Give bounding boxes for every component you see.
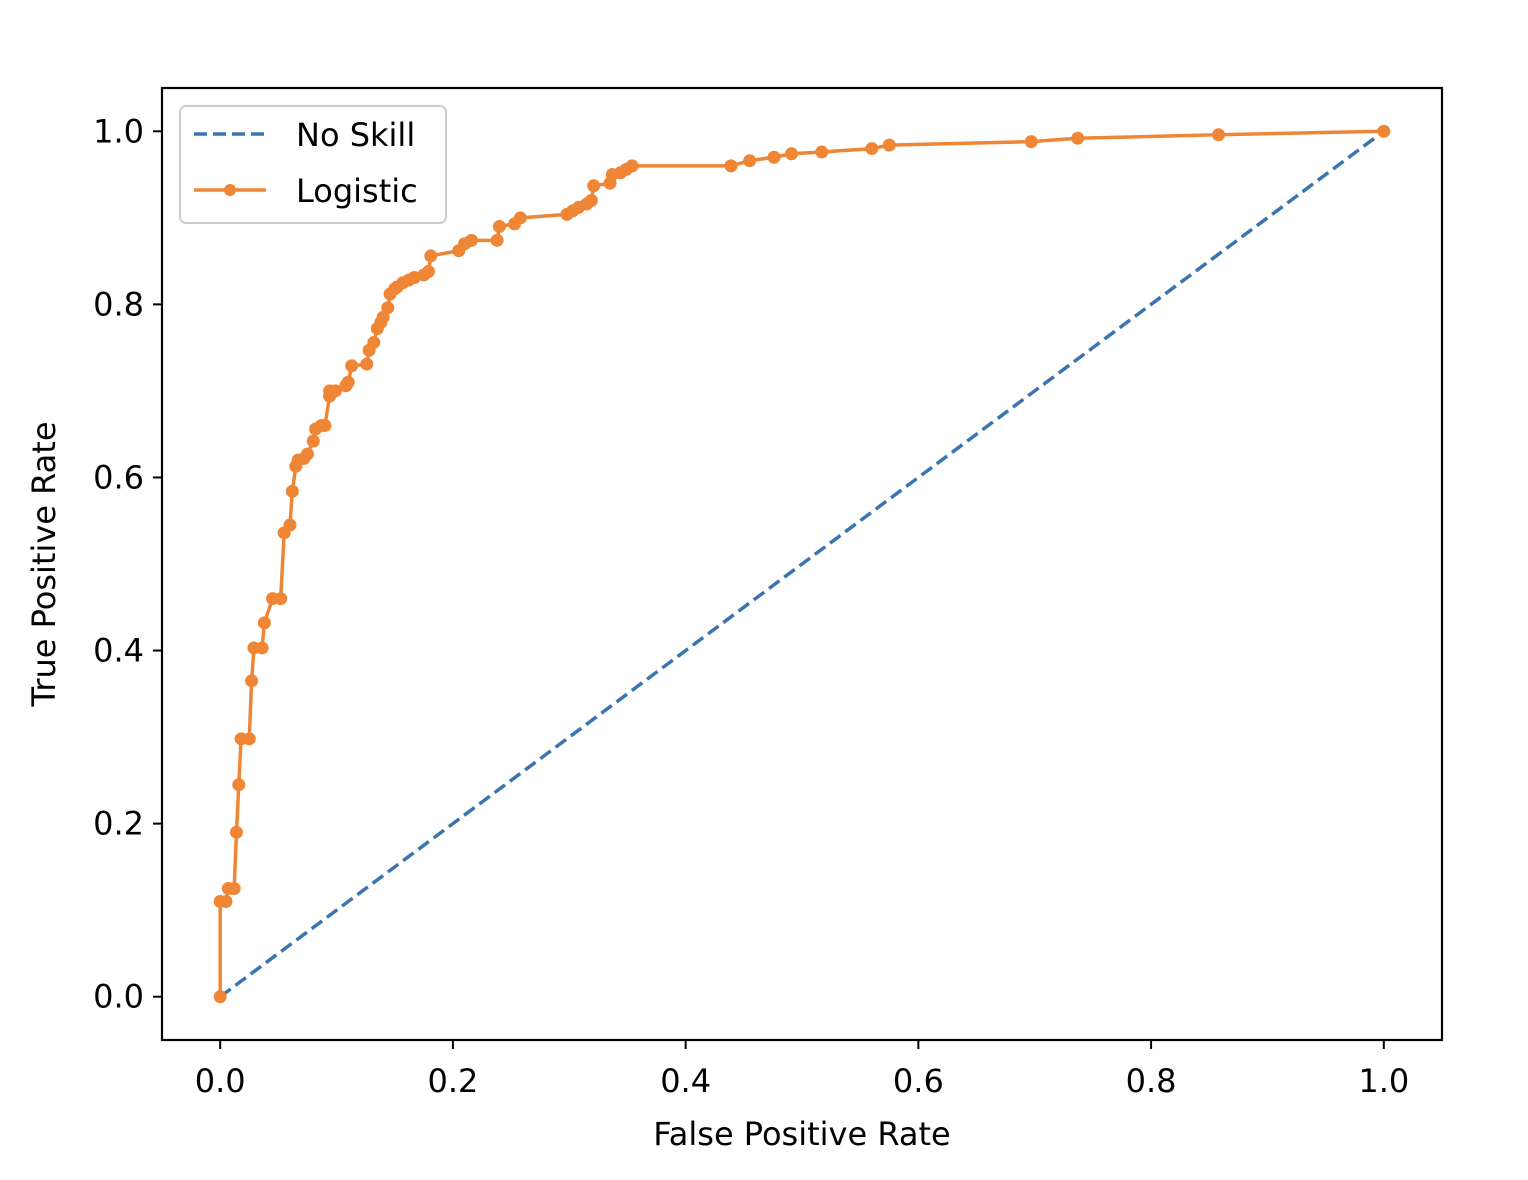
y-axis-label: True Positive Rate <box>25 421 63 707</box>
legend-label-no-skill: No Skill <box>296 116 415 154</box>
x-tick-label: 0.2 <box>427 1062 478 1100</box>
data-point-logistic <box>274 592 288 606</box>
data-point-logistic <box>341 375 355 389</box>
x-tick-label: 0.0 <box>195 1062 246 1100</box>
series-line-no-skill <box>219 129 1385 999</box>
data-point-logistic <box>882 138 896 152</box>
data-point-logistic <box>865 142 879 156</box>
data-point-logistic <box>306 434 320 448</box>
data-point-logistic <box>1071 131 1085 145</box>
data-point-logistic <box>213 990 227 1004</box>
data-point-logistic <box>318 419 332 433</box>
legend: No Skill Logistic <box>179 105 447 224</box>
data-point-logistic <box>345 359 359 373</box>
data-point-logistic <box>367 335 381 349</box>
data-point-logistic <box>257 616 271 630</box>
data-point-logistic <box>381 301 395 315</box>
data-point-logistic <box>492 219 506 233</box>
data-point-logistic <box>255 641 269 655</box>
data-point-logistic <box>1024 135 1038 149</box>
data-point-logistic <box>743 154 757 168</box>
data-point-logistic <box>490 233 504 247</box>
data-point-logistic <box>300 447 314 461</box>
data-point-logistic <box>815 145 829 159</box>
x-axis-label: False Positive Rate <box>653 1115 950 1153</box>
data-point-logistic <box>424 249 438 263</box>
data-point-logistic <box>513 211 527 225</box>
data-point-logistic <box>1377 124 1391 138</box>
x-tick-label: 0.8 <box>1126 1062 1177 1100</box>
y-tick-label: 0.0 <box>93 978 144 1016</box>
y-tick-label: 0.4 <box>93 632 144 670</box>
data-point-logistic <box>625 159 639 173</box>
data-point-logistic <box>285 484 299 498</box>
y-tick-label: 0.2 <box>93 805 144 843</box>
y-tick-label: 0.6 <box>93 458 144 496</box>
data-point-logistic <box>1212 128 1226 142</box>
data-point-logistic <box>360 357 374 371</box>
y-tick-label: 1.0 <box>93 112 144 150</box>
legend-box <box>179 105 447 224</box>
data-point-logistic <box>227 882 241 896</box>
data-point-logistic <box>242 732 256 746</box>
data-point-logistic <box>328 384 342 398</box>
data-point-logistic <box>584 194 598 208</box>
data-point-logistic <box>465 233 479 247</box>
legend-label-logistic: Logistic <box>296 172 418 210</box>
data-point-logistic <box>229 825 243 839</box>
data-point-logistic <box>283 518 297 532</box>
plot-layer <box>213 124 1391 1004</box>
data-point-logistic <box>421 264 435 278</box>
data-point-logistic <box>785 147 799 161</box>
ticks-layer: 0.0 0.2 0.4 0.6 0.8 1.0 0.0 0.2 0.4 0.6 0.8 1.0 <box>93 112 1409 1100</box>
data-point-logistic <box>232 778 246 792</box>
data-point-logistic <box>219 895 233 909</box>
x-tick-label: 0.6 <box>893 1062 944 1100</box>
data-point-logistic <box>587 179 601 193</box>
data-point-logistic <box>245 674 259 688</box>
x-tick-label: 1.0 <box>1358 1062 1409 1100</box>
axes-frame <box>160 86 1444 1042</box>
y-tick-label: 0.8 <box>93 285 144 323</box>
data-point-logistic <box>724 159 738 173</box>
data-point-logistic <box>767 150 781 164</box>
x-tick-label: 0.4 <box>660 1062 711 1100</box>
legend-marker-logistic <box>224 184 236 196</box>
